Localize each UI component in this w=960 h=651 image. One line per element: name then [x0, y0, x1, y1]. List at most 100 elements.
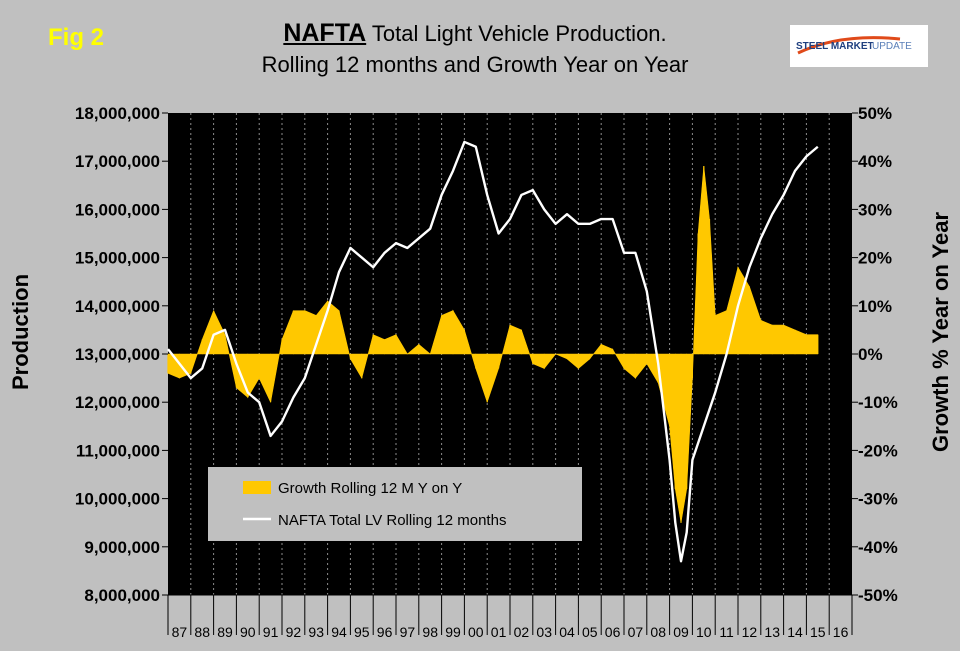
x-tick-label: 10	[696, 624, 712, 640]
x-tick-label: 16	[833, 624, 849, 640]
x-tick-label: 09	[673, 624, 689, 640]
y-axis-left-ticks: 18,000,000 17,000,000 16,000,000 15,000,000…	[75, 104, 168, 605]
y2-tick-label: 20%	[858, 249, 892, 268]
growth-bar	[247, 353, 260, 399]
x-tick-label: 97	[400, 624, 416, 640]
growth-bar	[179, 353, 192, 379]
growth-bar	[714, 310, 727, 355]
growth-bar	[395, 333, 408, 355]
y2-tick-label: -10%	[858, 393, 898, 412]
y2-tick-label: 50%	[858, 104, 892, 123]
growth-bar	[213, 310, 226, 355]
growth-bar	[783, 324, 796, 355]
x-tick-label: 06	[605, 624, 621, 640]
growth-bar	[760, 319, 773, 355]
x-tick-label: 03	[536, 624, 552, 640]
x-axis-ticks: 87 88 89 90 91 92 93 94 95 96 97 98 99 00 01 02 03 04 05 06…	[167, 594, 853, 640]
growth-bar	[794, 329, 807, 355]
growth-bar	[224, 334, 237, 388]
chart-title: NAFTA Total Light Vehicle Production. Ro…	[180, 18, 770, 80]
growth-bar	[327, 300, 340, 355]
legend-swatch-growth	[243, 481, 271, 494]
y-tick-label: 10,000,000	[75, 490, 160, 509]
x-tick-label: 94	[331, 624, 347, 640]
growth-bar	[475, 353, 488, 403]
production-line	[167, 140, 819, 563]
y-tick-label: 13,000,000	[75, 345, 160, 364]
growth-bar	[578, 353, 591, 370]
y2-tick-label: -40%	[858, 538, 898, 557]
growth-bar	[338, 310, 351, 359]
x-tick-label: 04	[559, 624, 575, 640]
growth-bar	[532, 353, 545, 369]
x-tick-label: 15	[810, 624, 826, 640]
logo-graphic: STEEL MARKET UPDATE	[796, 36, 912, 55]
y-tick-label: 9,000,000	[84, 538, 160, 557]
growth-bar	[361, 334, 374, 379]
growth-bar	[771, 324, 784, 355]
growth-bar	[418, 343, 432, 355]
growth-bar	[806, 334, 819, 355]
x-tick-label: 14	[787, 624, 803, 640]
x-tick-label: 12	[742, 624, 758, 640]
x-tick-label: 02	[514, 624, 530, 640]
y2-tick-label: -20%	[858, 441, 898, 460]
y2-tick-label: -50%	[858, 586, 898, 605]
growth-bar	[486, 353, 499, 403]
logo-swoosh	[797, 36, 901, 55]
y-tick-label: 17,000,000	[75, 152, 160, 171]
growth-bar	[589, 343, 602, 360]
x-tick-label: 92	[286, 624, 302, 640]
x-tick-label: 01	[491, 624, 507, 640]
x-tick-label: 07	[628, 624, 644, 640]
growth-bar	[236, 353, 249, 399]
growth-bar	[406, 343, 420, 355]
growth-bar	[190, 339, 203, 374]
x-tick-label: 08	[650, 624, 666, 640]
growth-bar	[674, 353, 682, 523]
x-tick-label: 90	[240, 624, 256, 640]
growth-bar	[612, 348, 625, 370]
growth-bar	[201, 310, 214, 355]
y2-tick-label: 10%	[858, 297, 892, 316]
title-line-1: NAFTA Total Light Vehicle Production.	[180, 18, 770, 49]
legend: Growth Rolling 12 M Y on Y NAFTA Total L…	[208, 467, 582, 541]
x-tick-label: 96	[377, 624, 393, 640]
x-tick-label: 89	[217, 624, 233, 640]
growth-bar	[350, 353, 363, 380]
y2-tick-label: -30%	[858, 490, 898, 509]
growth-bar	[726, 267, 739, 355]
growth-bar	[669, 353, 676, 489]
growth-bar	[293, 310, 306, 355]
logo-text-bold: STEEL MARKET	[796, 41, 874, 52]
y2-tick-label: 30%	[858, 200, 892, 219]
y-tick-label: 8,000,000	[84, 586, 160, 605]
growth-bar	[372, 334, 385, 355]
steel-market-update-logo: STEEL MARKET UPDATE	[790, 25, 928, 67]
x-tick-label: 98	[422, 624, 438, 640]
title-line-1-text: Total Light Vehicle Production.	[371, 21, 667, 46]
x-tick-label: 88	[194, 624, 210, 640]
x-tick-label: 13	[764, 624, 780, 640]
growth-bar	[543, 353, 557, 370]
growth-bar	[623, 353, 636, 379]
growth-bar	[680, 353, 688, 523]
growth-bars	[167, 165, 819, 523]
legend-box	[208, 467, 582, 541]
growth-bar	[441, 310, 454, 355]
growth-bar	[646, 353, 659, 385]
growth-bar	[167, 353, 180, 379]
growth-bar	[657, 353, 670, 427]
growth-bar	[635, 353, 648, 379]
growth-bar	[384, 334, 397, 355]
y-tick-label: 11,000,000	[76, 441, 160, 460]
y-axis-right-title: Growth % Year on Year	[928, 212, 953, 453]
x-tick-label: 91	[263, 624, 279, 640]
growth-bar	[566, 353, 579, 370]
x-tick-label: 11	[719, 624, 734, 640]
x-tick-label: 05	[582, 624, 598, 640]
legend-label-line: NAFTA Total LV Rolling 12 months	[278, 512, 506, 529]
growth-bar	[281, 310, 294, 355]
x-tick-label: 99	[445, 624, 461, 640]
